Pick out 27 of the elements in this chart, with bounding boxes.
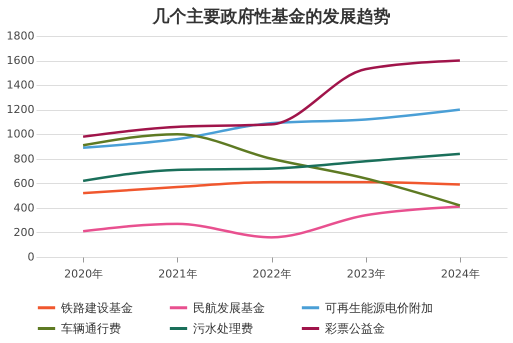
line-series [82, 132, 462, 207]
y-tick-label: 1400 [6, 78, 34, 92]
line-series [82, 180, 462, 194]
y-tick-label: 1800 [6, 30, 34, 42]
y-tick-label: 400 [14, 201, 34, 214]
y-tick-label: 200 [14, 226, 34, 239]
y-tick-label: 1000 [6, 128, 34, 141]
line-series [82, 205, 462, 239]
legend-label: 可再生能源电价附加 [325, 300, 433, 315]
y-tick-label: 600 [14, 176, 34, 190]
legend-label: 污水处理费 [193, 322, 253, 336]
legend-label: 民航发展基金 [193, 300, 265, 315]
line-series [82, 59, 462, 138]
chart-title: 几个主要政府性基金的发展趋势 [152, 7, 390, 27]
x-tick-label: 2021年 [158, 268, 198, 280]
y-tick-label: 800 [14, 152, 34, 166]
x-tick-label: 2020年 [64, 268, 104, 280]
x-tick-label: 2023年 [346, 268, 386, 280]
line-series [82, 152, 462, 182]
y-tick-label: 1200 [6, 103, 34, 116]
x-tick-label: 2024年 [440, 268, 480, 280]
y-tick-label: 0 [28, 250, 34, 264]
legend-label: 彩票公益金 [325, 322, 385, 336]
x-tick-label: 2022年 [252, 268, 292, 280]
legend-label: 铁路建设基金 [60, 300, 133, 315]
legend-label: 车辆通行费 [61, 322, 121, 336]
y-tick-label: 1600 [6, 54, 34, 68]
